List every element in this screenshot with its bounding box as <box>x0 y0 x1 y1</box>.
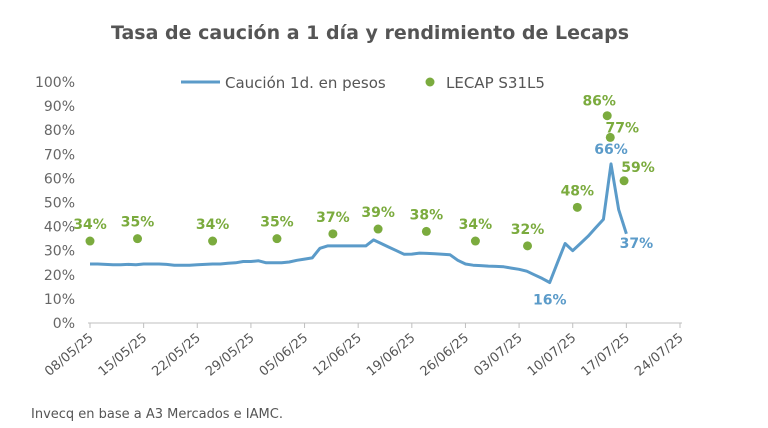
x-tick-label: 12/06/25 <box>310 331 364 380</box>
y-tick-label: 30% <box>44 244 75 260</box>
lecap-data-label: 37% <box>316 210 350 226</box>
x-tick-label: 29/05/25 <box>203 331 257 380</box>
lecap-data-label: 59% <box>621 160 655 176</box>
lecap-data-label: 48% <box>561 183 595 199</box>
caucion-data-label: 16% <box>533 292 567 308</box>
x-tick-label: 19/06/25 <box>364 331 418 380</box>
legend-label-caucion: Caución 1d. en pesos <box>225 74 386 92</box>
y-tick-label: 90% <box>44 99 75 115</box>
lecap-data-label: 86% <box>582 94 616 110</box>
lecap-point <box>328 229 338 239</box>
lecap-point <box>523 241 533 251</box>
legend-dot-swatch <box>425 77 435 87</box>
lecap-point <box>619 176 629 186</box>
lecap-data-label: 34% <box>196 217 230 233</box>
source-note: Invecq en base a A3 Mercados e IAMC. <box>31 407 283 422</box>
x-tick-label: 22/05/25 <box>149 331 203 380</box>
lecap-data-label: 35% <box>121 215 155 231</box>
lecap-point <box>85 236 95 246</box>
y-axis: 100% 90% 80% 70% 60% 50% 40% 30% 20% 10% 0% <box>35 75 75 332</box>
x-tick-label: 17/07/25 <box>579 331 633 380</box>
lecap-data-label: 34% <box>73 217 107 233</box>
y-tick-label: 80% <box>44 123 75 139</box>
y-tick-label: 100% <box>35 75 75 91</box>
lecap-point <box>133 234 143 244</box>
y-tick-label: 10% <box>44 292 75 308</box>
y-tick-label: 40% <box>44 220 75 236</box>
lecap-point <box>272 234 282 244</box>
lecap-point <box>470 236 480 246</box>
legend-label-lecap: LECAP S31L5 <box>446 74 545 92</box>
chart-title: Tasa de caución a 1 día y rendimiento de… <box>111 22 629 44</box>
y-tick-label: 50% <box>44 196 75 212</box>
caucion-data-label: 37% <box>620 236 654 252</box>
x-tick-label: 24/07/25 <box>632 331 686 380</box>
x-tick-label: 05/06/25 <box>257 331 311 380</box>
lecap-data-label: 39% <box>361 205 395 221</box>
lecap-point <box>373 224 383 234</box>
lecap-point <box>572 202 582 212</box>
lecap-point <box>208 236 218 246</box>
lecap-data-label: 34% <box>459 217 493 233</box>
x-tick-label: 10/07/25 <box>525 331 579 380</box>
lecap-point <box>421 226 431 236</box>
x-tick-label: 08/05/25 <box>42 331 96 380</box>
x-tick-label: 26/06/25 <box>418 331 472 380</box>
lecap-data-label: 32% <box>511 222 545 238</box>
legend: Caución 1d. en pesos LECAP S31L5 <box>181 74 545 92</box>
y-tick-label: 20% <box>44 268 75 284</box>
x-tick-label: 15/05/25 <box>96 331 150 380</box>
y-tick-label: 70% <box>44 147 75 163</box>
lecap-data-label: 38% <box>410 207 444 223</box>
caucion-data-label: 66% <box>594 142 628 158</box>
lecap-point <box>605 132 615 142</box>
lecap-data-label: 35% <box>260 215 294 231</box>
y-tick-label: 60% <box>44 171 75 187</box>
lecap-point <box>602 111 612 121</box>
x-axis: 08/05/25 15/05/25 22/05/25 29/05/25 05/06/25… <box>42 322 687 380</box>
lecap-data-label: 77% <box>606 120 640 136</box>
lecap-scatter-series <box>85 111 629 251</box>
caucion-line-series <box>90 162 628 284</box>
y-tick-label: 0% <box>53 316 75 332</box>
x-tick-label: 03/07/25 <box>471 331 525 380</box>
caucion-line <box>90 162 628 284</box>
data-labels: 16% 66% 37% 34% 35% 34% 35% 37% 39% 38% 34% 32% 48% 8… <box>73 94 655 309</box>
